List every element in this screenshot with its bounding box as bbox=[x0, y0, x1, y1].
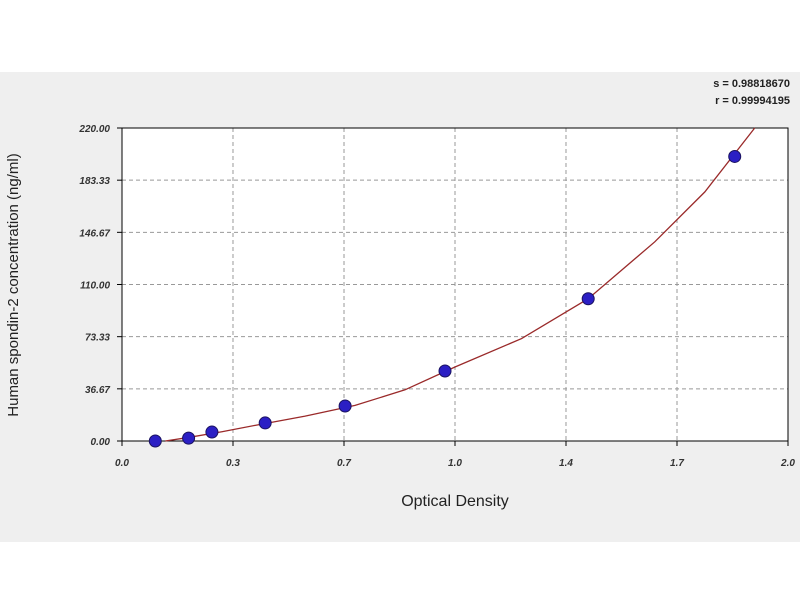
data-point bbox=[728, 149, 742, 163]
y-tick-label: 110.00 bbox=[80, 281, 110, 292]
x-axis-label: Optical Density bbox=[401, 493, 509, 510]
fit-curve bbox=[165, 127, 756, 442]
annotation: s = 0.98818670 bbox=[713, 78, 790, 90]
x-tick-label: 0.0 bbox=[115, 458, 129, 469]
y-tick-label: 73.33 bbox=[85, 333, 110, 344]
y-tick-label: 220.00 bbox=[78, 124, 110, 135]
data-point bbox=[438, 364, 452, 378]
y-tick-label: 36.67 bbox=[85, 385, 110, 396]
x-tick-label: 1.0 bbox=[448, 458, 462, 469]
x-tick-label: 1.7 bbox=[670, 458, 684, 469]
data-point bbox=[148, 434, 162, 448]
x-tick-label: 2.0 bbox=[780, 458, 795, 469]
x-tick-label: 0.7 bbox=[337, 458, 351, 469]
annotation: r = 0.99994195 bbox=[715, 95, 790, 107]
y-tick-label: 0.00 bbox=[91, 437, 111, 448]
data-point bbox=[182, 431, 196, 445]
y-axis-label: Human spondin-2 concentration (ng/ml) bbox=[5, 153, 22, 416]
data-point bbox=[338, 399, 352, 413]
data-point bbox=[205, 425, 219, 439]
data-point bbox=[581, 292, 595, 306]
x-tick-label: 0.3 bbox=[226, 458, 240, 469]
y-tick-label: 183.33 bbox=[79, 176, 110, 187]
y-tick-label: 146.67 bbox=[79, 228, 110, 239]
plot-border bbox=[121, 127, 789, 442]
data-point bbox=[258, 416, 272, 430]
x-tick-label: 1.4 bbox=[559, 458, 573, 469]
